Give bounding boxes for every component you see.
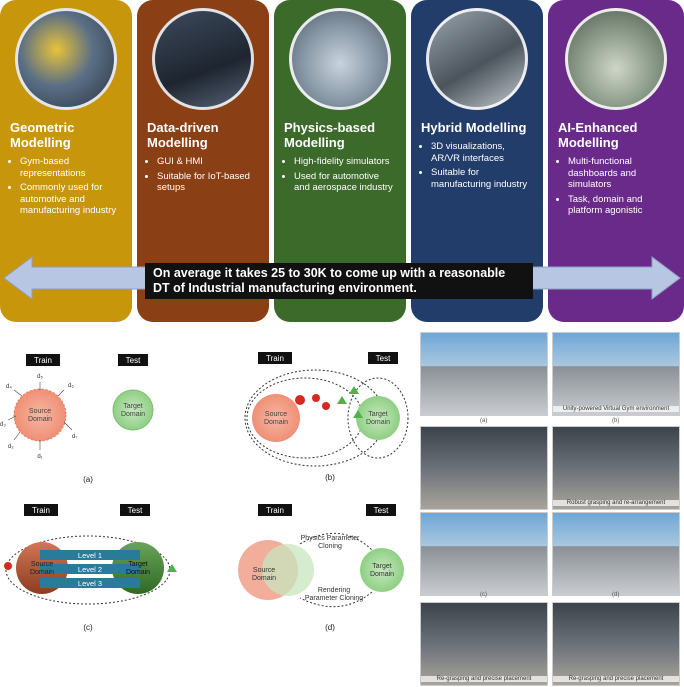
card-bullet: Task, domain and platform agonistic (568, 194, 674, 217)
d-label: d₁ (37, 454, 42, 460)
robot-photo (420, 426, 548, 510)
d-label: d₆ (68, 383, 74, 389)
robot-photo (420, 332, 548, 416)
card-bullet: Multi-functional dashboards and simulato… (568, 156, 674, 191)
card-title: Physics-based Modelling (284, 120, 376, 150)
photo-overlay-text: Re-grasping and precise placement (421, 676, 547, 682)
test-label: Test (128, 506, 143, 515)
card-title: Hybrid Modelling (421, 120, 527, 135)
robot-photo: Re-grasping and precise placement (420, 602, 548, 686)
level-label: Level 3 (78, 579, 102, 588)
dispersion-arrows (7, 382, 73, 450)
source-domain-label: Source (29, 408, 51, 415)
warehouse-ai-image (565, 8, 667, 110)
photo-overlay-text: Re-grasping and precise placement (553, 676, 679, 682)
card-bullet: Suitable for IoT-based setups (157, 171, 259, 194)
target-domain-label: Domain (366, 419, 390, 426)
card-bullet: Used for automotive and aerospace indust… (294, 171, 396, 194)
target-domain-label: Domain (121, 411, 145, 418)
target-domain-label: Target (372, 563, 392, 570)
test-label: Test (374, 506, 389, 515)
robot-photo: Robust grasping and re-arrangement (552, 426, 680, 510)
caption-b: (b) (325, 473, 335, 482)
domain-diagrams: Train Test Source Domain d₅ d₆ d₇ d₁ d₂ … (0, 352, 409, 632)
physics-cloning-label: Cloning (318, 543, 342, 550)
rendering-cloning-label: Rendering (318, 587, 350, 594)
robot-photo: Unity-powered Virtual Gym environment (552, 332, 680, 416)
physics-sim-image (289, 8, 391, 110)
caption-a: (a) (83, 475, 93, 484)
source-sample-dot (295, 395, 305, 405)
source-domain-label: Source (253, 567, 275, 574)
physics-cloning-label: Physics Parameter (301, 535, 360, 542)
photo-caption: (a) (480, 418, 488, 424)
dashboard-image (152, 8, 254, 110)
train-label: Train (266, 506, 284, 515)
d-label: d₂ (8, 444, 14, 450)
robot-arm-image (15, 8, 117, 110)
photo-caption: (b) (612, 418, 620, 424)
d-label: d₅ (37, 374, 43, 380)
robot-photo (420, 512, 548, 596)
card-title: AI-Enhanced Modelling (558, 120, 638, 150)
target-domain-label: Target (123, 403, 143, 410)
d-label: d₇ (72, 434, 77, 440)
train-label: Train (32, 506, 50, 515)
card-bullet: Suitable for manufacturing industry (431, 167, 533, 190)
level-label: Level 1 (78, 551, 102, 560)
target-sample-triangle (337, 396, 347, 404)
target-sample-triangle (349, 386, 359, 394)
card-bullet: 3D visualizations, AR/VR interfaces (431, 141, 533, 164)
target-domain-label: Domain (370, 571, 394, 578)
photo-overlay-text: Robust grasping and re-arrangement (553, 500, 679, 506)
target-domain-label: Target (128, 561, 148, 568)
robot-photo: Re-grasping and precise placement (552, 602, 680, 686)
card-bullet: High-fidelity simulators (294, 156, 396, 168)
caption-d: (d) (325, 623, 335, 632)
caption-c: (c) (83, 623, 93, 632)
source-domain-label: Domain (264, 419, 288, 426)
card-bullet: Commonly used for automotive and manufac… (20, 182, 122, 217)
source-sample-dot (322, 402, 330, 410)
robot-photo (552, 512, 680, 596)
target-sample-triangle (167, 564, 177, 572)
card-bullet: GUI & HMI (157, 156, 259, 168)
train-label: Train (34, 356, 52, 365)
source-sample-dot (312, 394, 320, 402)
photo-overlay-text: Unity-powered Virtual Gym environment (553, 406, 679, 412)
source-domain-label: Source (265, 411, 287, 418)
photo-caption: (d) (612, 592, 620, 598)
test-label: Test (376, 354, 391, 363)
source-sample-dot (4, 562, 12, 570)
source-domain-label: Domain (252, 575, 276, 582)
source-domain-label: Domain (28, 416, 52, 423)
target-sample-triangle (353, 410, 363, 418)
source-domain-label: Source (31, 561, 53, 568)
train-label: Train (266, 354, 284, 363)
card-title: Geometric Modelling (10, 120, 75, 150)
rendering-cloning-label: Parameter Cloning (305, 595, 363, 602)
d-label: d₄ (6, 384, 12, 390)
photo-caption: (c) (480, 592, 487, 598)
level-label: Level 2 (78, 565, 102, 574)
card-title: Data-driven Modelling (147, 120, 219, 150)
factory-3d-image (426, 8, 528, 110)
target-domain-label: Domain (126, 569, 150, 576)
target-domain-label: Target (368, 411, 388, 418)
banner-text: On average it takes 25 to 30K to come up… (145, 263, 533, 299)
source-domain-label: Domain (30, 569, 54, 576)
card-bullet: Gym-based representations (20, 156, 122, 179)
test-label: Test (126, 356, 141, 365)
d-label: d₃ (0, 422, 6, 428)
